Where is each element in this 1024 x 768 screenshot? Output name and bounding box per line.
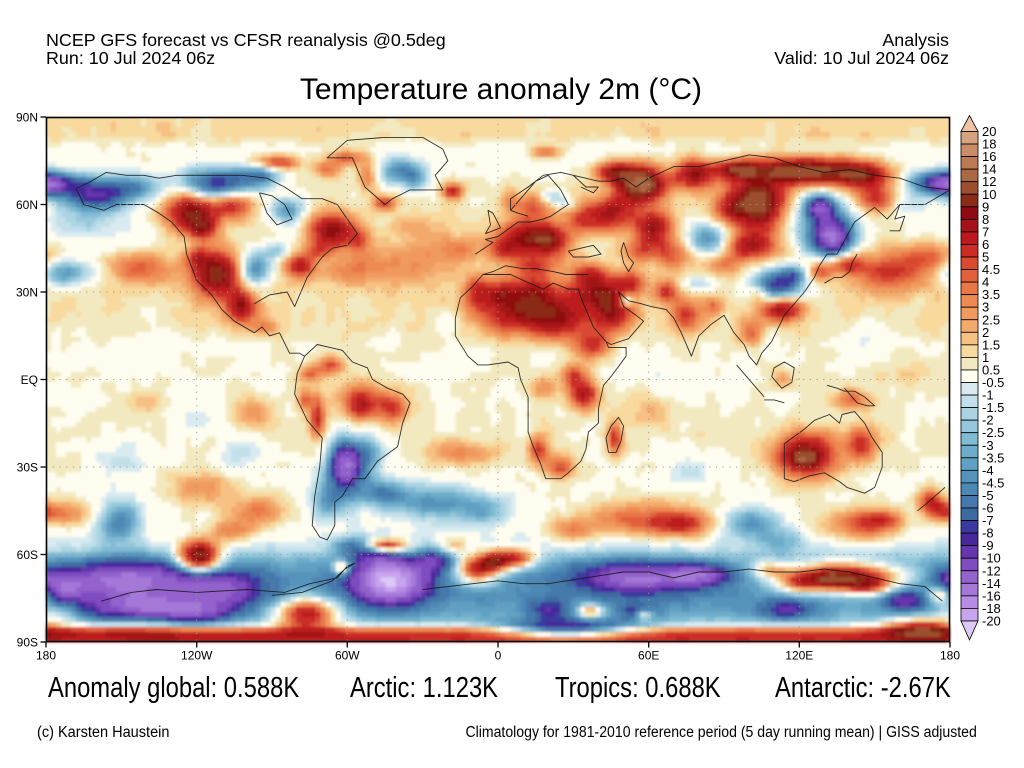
svg-text:10: 10 bbox=[982, 187, 996, 202]
svg-text:-4.5: -4.5 bbox=[982, 475, 1004, 490]
svg-text:14: 14 bbox=[982, 162, 996, 177]
svg-text:6: 6 bbox=[982, 237, 989, 252]
svg-text:30N: 30N bbox=[16, 285, 38, 299]
svg-text:-9: -9 bbox=[982, 538, 994, 553]
svg-text:2: 2 bbox=[982, 325, 989, 340]
svg-text:2.5: 2.5 bbox=[982, 312, 1000, 327]
svg-text:1.5: 1.5 bbox=[982, 337, 1000, 352]
svg-text:-12: -12 bbox=[982, 563, 1001, 578]
svg-text:90N: 90N bbox=[16, 110, 38, 124]
svg-text:12: 12 bbox=[982, 174, 996, 189]
svg-text:-6: -6 bbox=[982, 501, 994, 516]
svg-text:-8: -8 bbox=[982, 526, 994, 541]
svg-text:-7: -7 bbox=[982, 513, 994, 528]
svg-text:60E: 60E bbox=[638, 649, 659, 663]
svg-text:-1.5: -1.5 bbox=[982, 400, 1004, 415]
svg-text:120W: 120W bbox=[181, 649, 213, 663]
svg-text:-20: -20 bbox=[982, 613, 1001, 628]
svg-text:18: 18 bbox=[982, 137, 996, 152]
svg-text:20: 20 bbox=[982, 124, 996, 139]
svg-text:90S: 90S bbox=[17, 635, 38, 649]
svg-text:4.5: 4.5 bbox=[982, 262, 1000, 277]
svg-text:9: 9 bbox=[982, 199, 989, 214]
svg-text:3: 3 bbox=[982, 300, 989, 315]
svg-text:-18: -18 bbox=[982, 601, 1001, 616]
svg-text:0.5: 0.5 bbox=[982, 362, 1000, 377]
svg-text:4: 4 bbox=[982, 275, 989, 290]
svg-text:120E: 120E bbox=[785, 649, 813, 663]
svg-text:-2.5: -2.5 bbox=[982, 425, 1004, 440]
svg-text:60W: 60W bbox=[335, 649, 360, 663]
svg-text:-10: -10 bbox=[982, 551, 1001, 566]
svg-text:-3: -3 bbox=[982, 438, 994, 453]
svg-text:30S: 30S bbox=[17, 460, 38, 474]
svg-text:-3.5: -3.5 bbox=[982, 450, 1004, 465]
svg-text:8: 8 bbox=[982, 212, 989, 227]
svg-text:180: 180 bbox=[36, 649, 56, 663]
svg-text:180: 180 bbox=[940, 649, 960, 663]
svg-text:-4: -4 bbox=[982, 463, 994, 478]
svg-text:60N: 60N bbox=[16, 198, 38, 212]
svg-text:7: 7 bbox=[982, 224, 989, 239]
svg-text:16: 16 bbox=[982, 149, 996, 164]
svg-text:-2: -2 bbox=[982, 413, 994, 428]
svg-text:-1: -1 bbox=[982, 388, 994, 403]
svg-text:3.5: 3.5 bbox=[982, 287, 1000, 302]
svg-text:60S: 60S bbox=[17, 548, 38, 562]
svg-text:-16: -16 bbox=[982, 588, 1001, 603]
svg-text:0: 0 bbox=[495, 649, 502, 663]
svg-text:-0.5: -0.5 bbox=[982, 375, 1004, 390]
svg-text:-5: -5 bbox=[982, 488, 994, 503]
svg-text:-14: -14 bbox=[982, 576, 1001, 591]
svg-text:EQ: EQ bbox=[21, 373, 38, 387]
svg-text:5: 5 bbox=[982, 250, 989, 265]
svg-text:1: 1 bbox=[982, 350, 989, 365]
